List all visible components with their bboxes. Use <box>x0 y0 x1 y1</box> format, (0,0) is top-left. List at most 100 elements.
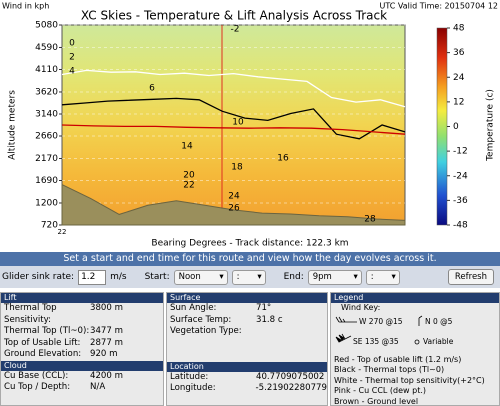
label: Vegetation Type: <box>170 326 242 336</box>
value: 4200 m <box>90 370 123 381</box>
value: -5.21902280779 <box>255 383 327 393</box>
chart-title: XC Skies - Temperature & Lift Analysis A… <box>81 9 387 23</box>
ground-area <box>61 183 406 226</box>
value: 3800 m <box>90 303 123 313</box>
annotation: 10 <box>232 118 244 128</box>
start-label: Start: <box>144 272 170 282</box>
colorbar-tick-label: 48 <box>453 24 465 34</box>
wind-example: N 0 @5 <box>425 317 453 326</box>
row: Latitude: 40.7709075002 <box>167 372 327 384</box>
annotation: 26 <box>228 204 240 214</box>
row: Cu Top / Depth: N/A <box>1 382 163 394</box>
panel-header: Lift <box>1 293 163 303</box>
row: Sun Angle: 71° <box>167 303 327 315</box>
colorbar-tick-label: -12 <box>453 147 468 157</box>
x-start-label: 22 <box>58 228 67 236</box>
legend-entry: Black - Thermal tops (Tl~0) <box>334 365 445 374</box>
start-hour[interactable]: Noon <box>173 269 228 285</box>
legend-entry: Brown - Ground level <box>334 396 419 406</box>
legend-panel: Legend Wind Key: W 270 @15 N 0 @5 SE 135… <box>330 292 500 406</box>
annotation: 0 <box>69 39 75 49</box>
sink-input[interactable]: 1.2 <box>78 269 107 285</box>
annotation: 24 <box>228 192 240 202</box>
y-axis-label: Altitude meters <box>8 90 18 160</box>
y-tick-label: 4110 <box>35 65 58 75</box>
valid-time: UTC Valid Time: 20150704 12 <box>380 2 498 11</box>
wind-example: W 270 @15 <box>359 317 403 326</box>
chart: Wind in kph UTC Valid Time: 20150704 12 … <box>2 2 498 249</box>
legend-entry: White - Thermal top sensitivity(+2°C) <box>334 375 485 385</box>
legend-entry: Pink - Cu CCL (dew pt.) <box>334 386 427 395</box>
colorbar-tick-label: -48 <box>453 221 468 231</box>
value: 31.8 c <box>256 314 283 325</box>
y-tick-label: 4590 <box>35 43 58 53</box>
colorbar-tick-label: 24 <box>453 73 465 83</box>
annotation: 20 <box>183 171 195 181</box>
surface-panel: Surface Sun Angle: 71° Surface Temp: 31.8 … <box>166 292 328 406</box>
end-minute[interactable]: : <box>365 269 400 285</box>
value: N/A <box>90 382 106 392</box>
row: Thermal Top Sensitivity: 3800 m <box>1 303 163 326</box>
wind-example: SE 135 @35 <box>353 337 399 346</box>
panel-header: Location <box>167 361 327 372</box>
colorbar-tick-label: 12 <box>453 97 464 107</box>
y-tick-label: 5080 <box>35 21 58 31</box>
colorbar <box>436 27 448 226</box>
row: Thermal Top (Tl~0): 3477 m <box>1 326 163 338</box>
sink-label: Glider sink rate: <box>2 272 75 282</box>
value: 920 m <box>90 349 118 359</box>
row: Top of Usable Lift: 2877 m <box>1 338 163 350</box>
annotation: -2 <box>231 25 240 35</box>
row: Longitude: -5.21902280779 <box>167 383 327 395</box>
plot-area <box>61 24 406 226</box>
value: 2877 m <box>90 337 123 348</box>
row: Cu Base (CCL): 4200 m <box>1 371 163 383</box>
wind-key: Wind Key: <box>341 303 381 312</box>
annotation: 14 <box>181 142 193 152</box>
wind-example: Variable <box>423 337 454 346</box>
annotation: 4 <box>69 67 75 77</box>
legend-entry: Red - Top of usable lift (1.2 m/s) <box>334 354 462 364</box>
annotation: 16 <box>277 154 289 164</box>
value: 3477 m <box>90 326 123 336</box>
colorbar-tick-label: 36 <box>453 48 465 58</box>
annotation: 6 <box>149 84 155 94</box>
label: Latitude: <box>170 371 209 382</box>
series-line <box>61 124 406 135</box>
colorbar-tick-label: -36 <box>453 196 468 206</box>
controls: Glider sink rate: 1.2 m/s Start: Noon : … <box>0 266 500 288</box>
sink-unit: m/s <box>110 272 127 282</box>
y-tick-label: 2170 <box>35 154 58 164</box>
annotation: 2 <box>69 53 75 63</box>
end-hour[interactable]: 9pm <box>307 269 362 285</box>
panel-header: Cloud <box>1 360 163 371</box>
label: Top of Usable Lift: <box>4 337 81 348</box>
annotation: 28 <box>364 215 376 225</box>
start-minute[interactable]: : <box>231 269 266 285</box>
panel-header: Surface <box>167 293 327 303</box>
colorbar-tick-label: -24 <box>453 171 468 181</box>
label: Surface Temp: <box>170 314 232 325</box>
label: Cu Top / Depth: <box>4 382 71 392</box>
y-tick-label: 3140 <box>35 109 58 119</box>
end-label: End: <box>283 272 304 282</box>
panel-header: Legend <box>331 293 499 303</box>
refresh-button[interactable]: Refresh <box>447 269 494 285</box>
y-tick-label: 720 <box>41 221 58 231</box>
y-tick-label: 1200 <box>35 198 58 208</box>
row: Vegetation Type: <box>167 326 327 338</box>
label: Thermal Top (Tl~0): <box>4 326 90 336</box>
row: Ground Elevation: 920 m <box>1 349 163 361</box>
series-line <box>61 69 406 108</box>
colorbar-tick-label: 0 <box>453 122 459 132</box>
lift-panel: Lift Thermal Top Sensitivity: 3800 m Ther… <box>0 292 164 406</box>
value: 40.7709075002 <box>256 371 325 382</box>
series-line <box>61 97 406 140</box>
y-tick-label: 2660 <box>35 132 58 142</box>
label: Thermal Top Sensitivity: <box>4 303 57 325</box>
wind-units: Wind in kph <box>2 2 49 11</box>
banner: Set a start and end time for this route … <box>0 252 500 266</box>
annotation: 22 <box>183 181 194 191</box>
label: Sun Angle: <box>170 303 217 313</box>
